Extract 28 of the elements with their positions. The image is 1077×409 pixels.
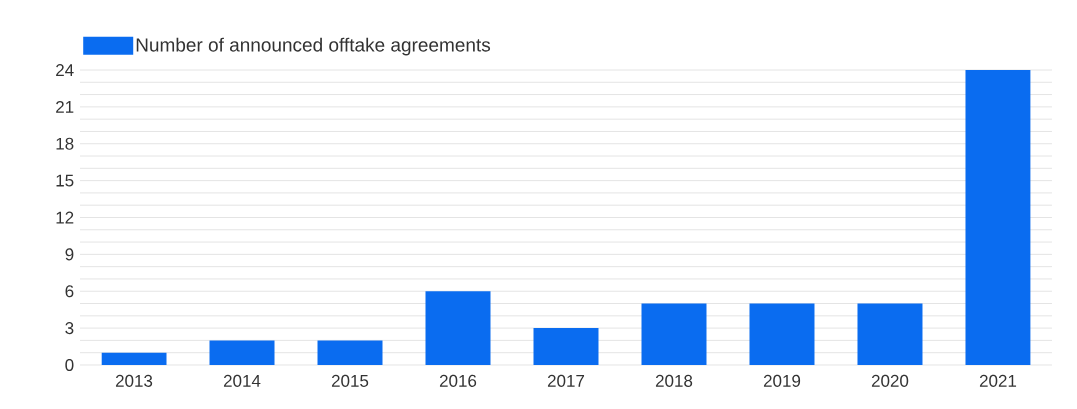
x-tick-label: 2016 <box>439 374 477 387</box>
y-tick-label: 6 <box>65 285 74 298</box>
x-tick-label: 2015 <box>331 374 369 387</box>
x-tick-label: 2017 <box>547 374 585 387</box>
x-tick-label: 2021 <box>979 374 1017 387</box>
y-tick-label: 12 <box>56 211 74 224</box>
x-tick-label: 2020 <box>871 374 909 387</box>
y-tick-label: 18 <box>56 137 74 150</box>
bar <box>209 340 275 365</box>
bar <box>641 303 707 365</box>
bar <box>857 303 923 365</box>
y-tick-label: 15 <box>56 174 74 187</box>
x-tick-label: 2018 <box>655 374 693 387</box>
legend-label: Number of announced offtake agreements <box>136 37 491 56</box>
x-tick-label: 2013 <box>115 374 153 387</box>
y-tick-label: 3 <box>65 322 74 335</box>
bar <box>749 303 815 365</box>
x-tick-label: 2019 <box>763 374 801 387</box>
bar <box>425 291 491 365</box>
x-tick-label: 2014 <box>223 374 261 387</box>
bar <box>533 328 599 365</box>
bar <box>965 69 1031 365</box>
y-tick-label: 24 <box>56 64 74 76</box>
bar <box>317 340 383 365</box>
bar <box>101 352 167 365</box>
y-tick-label: 0 <box>65 358 74 372</box>
y-tick-label: 21 <box>56 100 74 113</box>
y-tick-label: 9 <box>65 248 74 261</box>
